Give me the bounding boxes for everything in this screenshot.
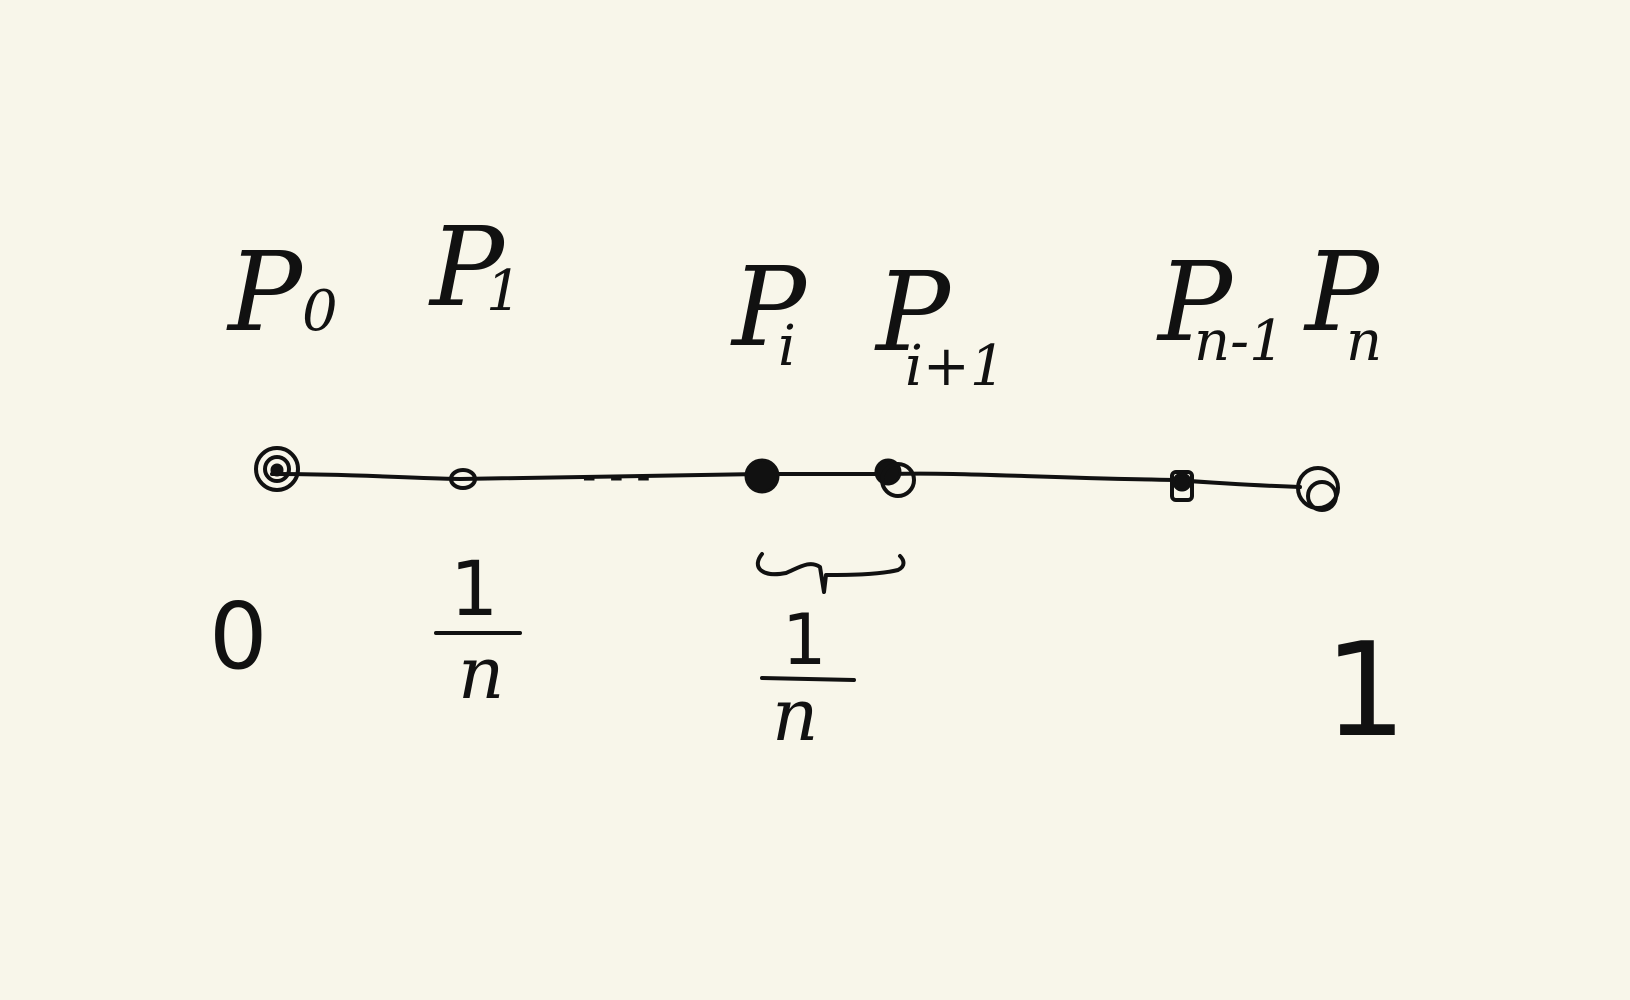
label-p1: P 1 <box>428 203 522 331</box>
svg-text:i: i <box>778 314 796 379</box>
svg-text:1: 1 <box>782 599 827 681</box>
svg-text:1: 1 <box>450 544 498 633</box>
point-marker-p0 <box>254 446 300 492</box>
label-pi1: P i+1 <box>874 248 1005 399</box>
point-marker-pi1 <box>874 458 916 498</box>
label-one-over-n: 1 n <box>434 544 522 715</box>
svg-text:P: P <box>1303 228 1381 356</box>
number-line <box>270 471 1302 489</box>
svg-text:P: P <box>1156 238 1234 366</box>
svg-text:P: P <box>226 228 304 356</box>
svg-text:P: P <box>428 203 506 331</box>
label-pn: P n <box>1303 228 1382 374</box>
svg-text:P: P <box>874 248 952 376</box>
label-one: 1 <box>1324 614 1407 766</box>
svg-text:i+1: i+1 <box>905 334 1005 399</box>
interval-brace <box>755 552 906 594</box>
svg-text:n: n <box>772 673 818 757</box>
svg-text:0: 0 <box>302 279 338 344</box>
label-zero: 0 <box>209 583 268 690</box>
svg-text:1: 1 <box>486 259 522 324</box>
point-marker-pn1 <box>1170 470 1194 502</box>
point-marker-p1 <box>449 468 477 490</box>
label-pn1: P n-1 <box>1156 238 1285 374</box>
svg-text:n: n <box>458 631 504 715</box>
point-marker-pn <box>1296 466 1340 512</box>
svg-text:n-1: n-1 <box>1194 309 1285 374</box>
point-marker-pi <box>744 458 780 494</box>
ellipsis: - - - <box>582 454 651 500</box>
label-pi: P i <box>730 243 808 379</box>
svg-text:n: n <box>1346 309 1382 374</box>
label-gap-one-over-n: 1 n <box>760 599 856 757</box>
label-p0: P 0 <box>226 228 338 356</box>
svg-text:P: P <box>730 243 808 371</box>
